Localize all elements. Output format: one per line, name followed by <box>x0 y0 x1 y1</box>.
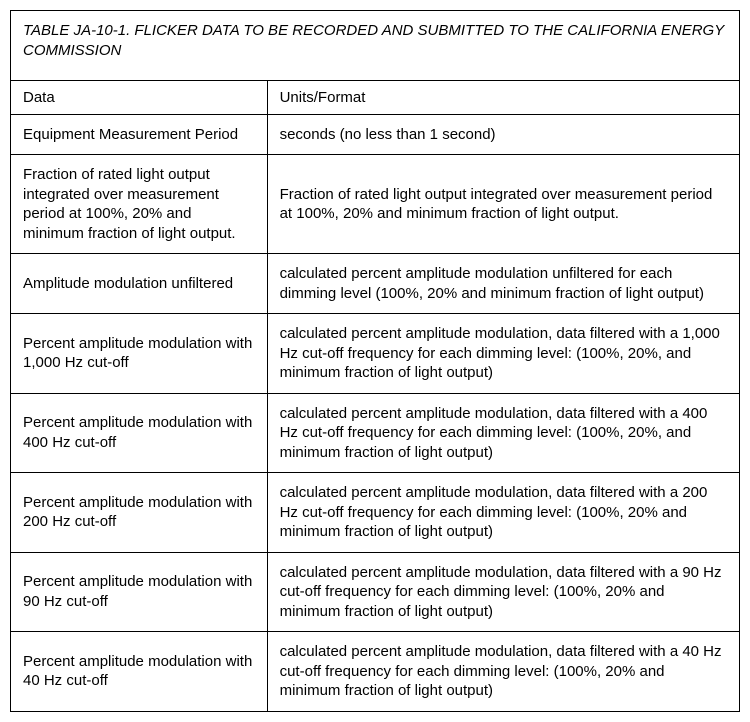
cell-data: Fraction of rated light output integrate… <box>11 155 268 254</box>
cell-units: calculated percent amplitude modulation,… <box>267 632 739 712</box>
table-row: Percent amplitude modulation with 200 Hz… <box>11 473 740 553</box>
cell-data: Percent amplitude modulation with 200 Hz… <box>11 473 268 553</box>
cell-units: calculated percent amplitude modulation,… <box>267 314 739 394</box>
table-row: Equipment Measurement Period seconds (no… <box>11 114 740 155</box>
table-row: Percent amplitude modulation with 400 Hz… <box>11 393 740 473</box>
cell-data: Equipment Measurement Period <box>11 114 268 155</box>
table-title-row: TABLE JA-10-1. FLICKER DATA TO BE RECORD… <box>11 11 740 81</box>
cell-data: Amplitude modulation unfiltered <box>11 254 268 314</box>
table-row: Percent amplitude modulation with 40 Hz … <box>11 632 740 712</box>
column-header-data: Data <box>11 80 268 114</box>
cell-data: Percent amplitude modulation with 1,000 … <box>11 314 268 394</box>
cell-units: calculated percent amplitude modulation,… <box>267 473 739 553</box>
cell-units: calculated percent amplitude modulation … <box>267 254 739 314</box>
cell-data: Percent amplitude modulation with 90 Hz … <box>11 552 268 632</box>
cell-units: calculated percent amplitude modulation,… <box>267 552 739 632</box>
cell-units: Fraction of rated light output integrate… <box>267 155 739 254</box>
cell-data: Percent amplitude modulation with 400 Hz… <box>11 393 268 473</box>
table-row: Percent amplitude modulation with 1,000 … <box>11 314 740 394</box>
table-row: Percent amplitude modulation with 90 Hz … <box>11 552 740 632</box>
table-row: Fraction of rated light output integrate… <box>11 155 740 254</box>
cell-data: Percent amplitude modulation with 40 Hz … <box>11 632 268 712</box>
table-header-row: Data Units/Format <box>11 80 740 114</box>
cell-units: seconds (no less than 1 second) <box>267 114 739 155</box>
column-header-units: Units/Format <box>267 80 739 114</box>
table-row: Amplitude modulation unfiltered calculat… <box>11 254 740 314</box>
flicker-data-table: TABLE JA-10-1. FLICKER DATA TO BE RECORD… <box>10 10 740 712</box>
cell-units: calculated percent amplitude modulation,… <box>267 393 739 473</box>
table-title: TABLE JA-10-1. FLICKER DATA TO BE RECORD… <box>11 11 740 81</box>
